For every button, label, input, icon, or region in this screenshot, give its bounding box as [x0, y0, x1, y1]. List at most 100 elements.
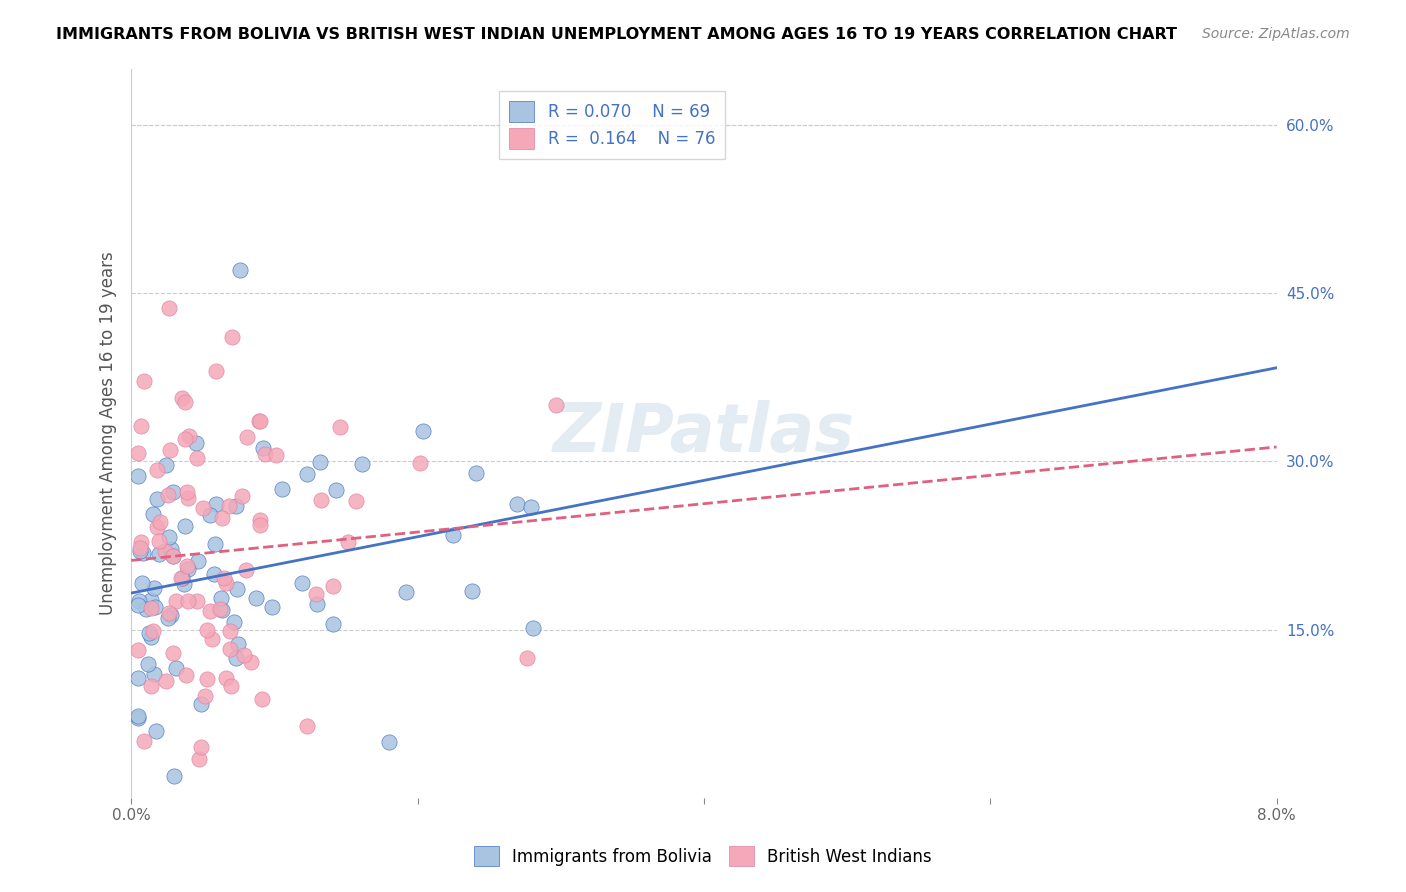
Point: [465, 466, 488, 480]
Point: [215, 671, 238, 685]
Point: [412, 424, 434, 438]
Point: [131, 419, 153, 434]
Point: [129, 541, 152, 555]
Point: [239, 655, 262, 669]
Point: [176, 667, 198, 681]
Legend: R = 0.070    N = 69, R =  0.164    N = 76: R = 0.070 N = 69, R = 0.164 N = 76: [499, 92, 725, 159]
Point: [176, 484, 198, 499]
Point: [162, 646, 184, 660]
Point: [254, 447, 277, 461]
Point: [205, 497, 228, 511]
Point: [157, 301, 180, 315]
Point: [232, 648, 254, 662]
Point: [211, 603, 233, 617]
Point: [156, 611, 179, 625]
Point: [186, 594, 208, 608]
Point: [309, 455, 332, 469]
Point: [132, 546, 155, 560]
Point: [204, 537, 226, 551]
Point: [159, 606, 181, 620]
Point: [177, 491, 200, 506]
Point: [162, 549, 184, 564]
Point: [156, 488, 179, 502]
Point: [176, 559, 198, 574]
Point: [187, 554, 209, 568]
Point: [219, 624, 242, 639]
Point: [235, 563, 257, 577]
Point: [250, 692, 273, 706]
Point: [128, 594, 150, 608]
Point: [127, 710, 149, 724]
Point: [249, 512, 271, 526]
Point: [544, 398, 567, 412]
Point: [271, 482, 294, 496]
Point: [127, 643, 149, 657]
Point: [208, 602, 231, 616]
Point: [322, 579, 344, 593]
Point: [177, 594, 200, 608]
Point: [138, 657, 160, 671]
Point: [188, 752, 211, 766]
Point: [159, 443, 181, 458]
Point: [378, 734, 401, 748]
Point: [138, 625, 160, 640]
Point: [143, 581, 166, 595]
Point: [198, 508, 221, 523]
Point: [221, 330, 243, 344]
Point: [129, 544, 152, 558]
Point: [165, 661, 187, 675]
Point: [219, 679, 242, 693]
Point: [262, 600, 284, 615]
Point: [249, 414, 271, 428]
Point: [157, 529, 180, 543]
Point: [145, 723, 167, 738]
Point: [127, 446, 149, 460]
Point: [145, 492, 167, 507]
Point: [200, 632, 222, 646]
Point: [222, 615, 245, 629]
Point: [236, 430, 259, 444]
Point: [329, 420, 352, 434]
Point: [134, 374, 156, 388]
Point: [191, 500, 214, 515]
Point: [163, 769, 186, 783]
Point: [202, 566, 225, 581]
Point: [173, 576, 195, 591]
Point: [155, 673, 177, 688]
Point: [139, 592, 162, 607]
Point: [198, 604, 221, 618]
Point: [190, 697, 212, 711]
Point: [522, 621, 544, 635]
Text: IMMIGRANTS FROM BOLIVIA VS BRITISH WEST INDIAN UNEMPLOYMENT AMONG AGES 16 TO 19 : IMMIGRANTS FROM BOLIVIA VS BRITISH WEST …: [56, 27, 1177, 42]
Point: [165, 594, 187, 608]
Text: ZIPatlas: ZIPatlas: [553, 401, 855, 467]
Point: [205, 364, 228, 378]
Point: [218, 642, 240, 657]
Point: [174, 394, 197, 409]
Point: [264, 448, 287, 462]
Point: [245, 591, 267, 605]
Point: [215, 576, 238, 591]
Point: [153, 544, 176, 558]
Point: [146, 520, 169, 534]
Point: [174, 518, 197, 533]
Point: [225, 582, 247, 597]
Point: [135, 602, 157, 616]
Point: [148, 533, 170, 548]
Point: [159, 541, 181, 556]
Point: [162, 549, 184, 563]
Point: [127, 598, 149, 612]
Point: [249, 517, 271, 532]
Point: [344, 493, 367, 508]
Point: [195, 672, 218, 686]
Point: [139, 630, 162, 644]
Point: [149, 516, 172, 530]
Point: [461, 584, 484, 599]
Point: [441, 528, 464, 542]
Point: [409, 456, 432, 470]
Point: [195, 624, 218, 638]
Point: [212, 571, 235, 585]
Point: [395, 584, 418, 599]
Point: [127, 469, 149, 483]
Point: [225, 499, 247, 513]
